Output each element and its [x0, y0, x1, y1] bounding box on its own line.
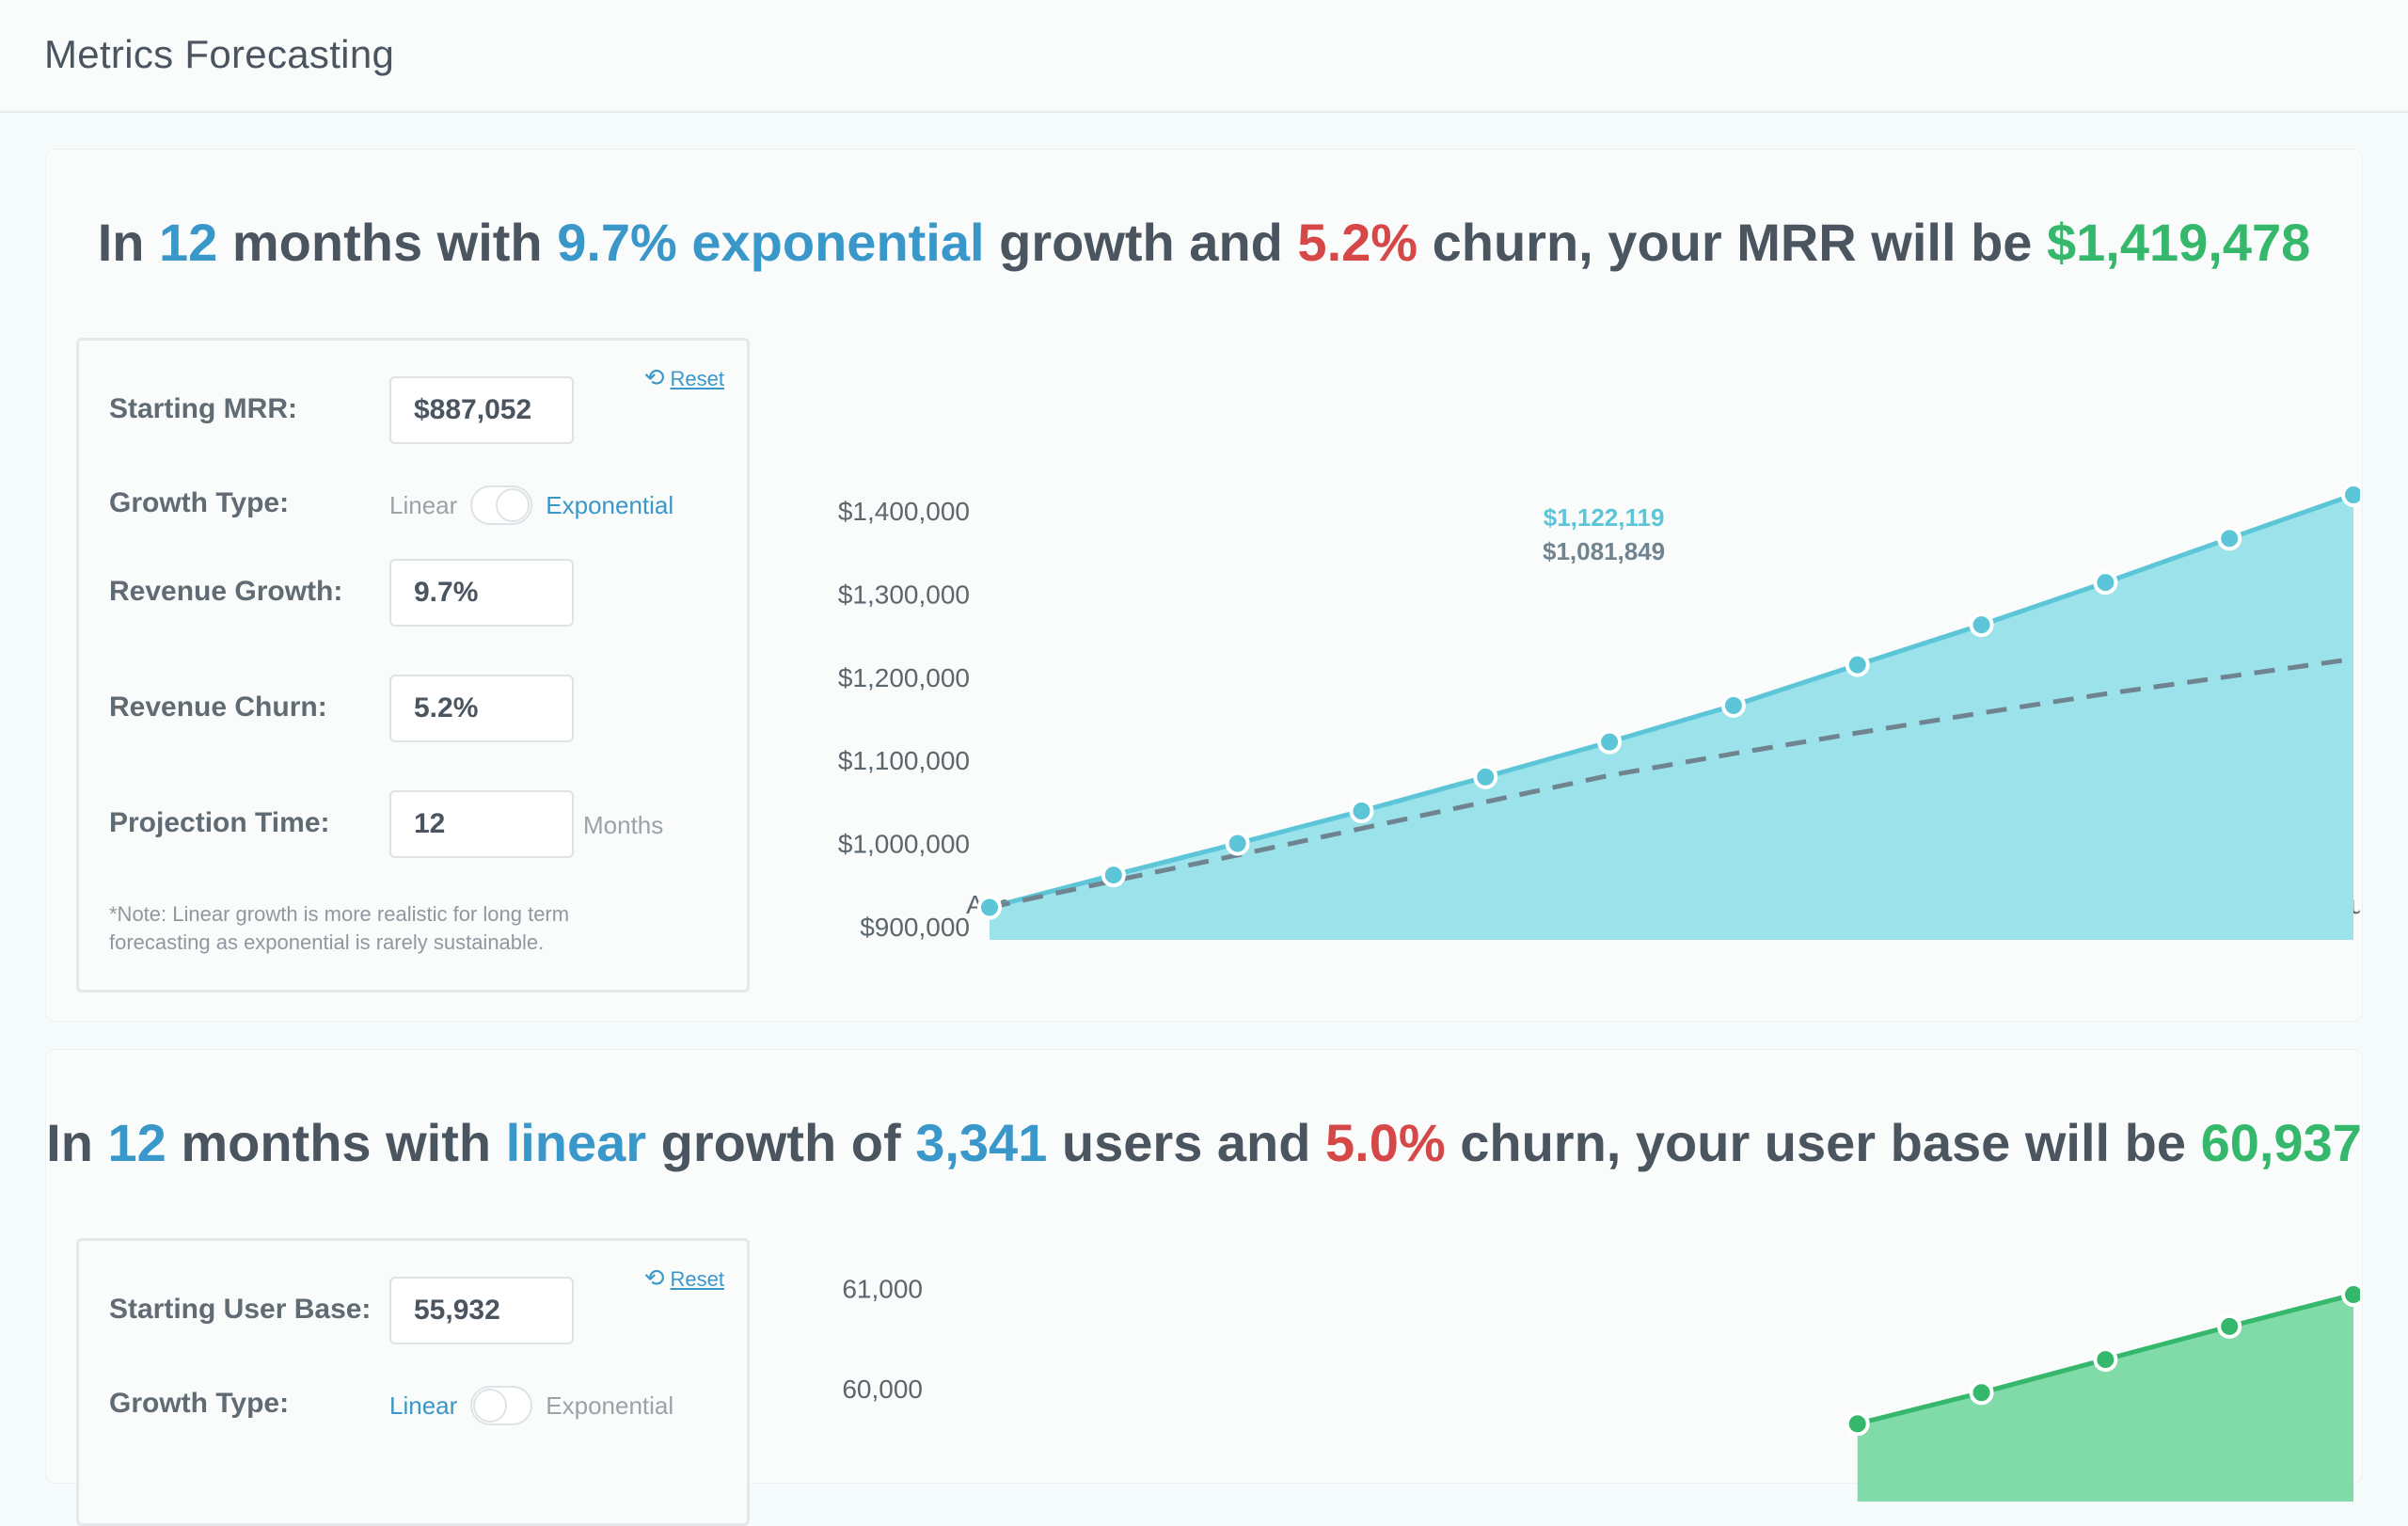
- growth-type-toggle-row: Linear Exponential: [389, 482, 673, 529]
- headline-growth-type: linear: [505, 1113, 647, 1172]
- mrr-headline: In 12 months with 9.7% exponential growt…: [46, 212, 2362, 273]
- reset-button[interactable]: ⟲ Reset: [644, 1264, 724, 1293]
- data-point: [1845, 1411, 1870, 1437]
- y-tick-label: 60,000: [842, 1375, 923, 1404]
- data-point: [977, 895, 1002, 920]
- reset-label: Reset: [670, 1267, 724, 1291]
- data-point: [1969, 612, 1994, 638]
- headline-months: 12: [159, 213, 218, 272]
- users-chart: 60,000 61,000: [842, 1274, 2360, 1502]
- revenue-growth-input[interactable]: 9.7%: [389, 559, 574, 627]
- revenue-churn-label: Revenue Churn:: [109, 691, 327, 723]
- growth-type-label: Growth Type:: [109, 1388, 290, 1419]
- projection-time-label: Projection Time:: [109, 807, 330, 838]
- revenue-churn-input[interactable]: 5.2%: [389, 675, 574, 742]
- headline-text: churn, your MRR will be: [1418, 213, 2047, 272]
- app-title: Metrics Forecasting: [44, 32, 395, 76]
- app-header: Metrics Forecasting: [0, 0, 2408, 113]
- y-tick-label: $1,000,000: [838, 830, 970, 859]
- note-line: *Note: Linear growth is more realistic f…: [109, 902, 570, 926]
- starting-user-base-input[interactable]: 55,932: [389, 1277, 574, 1344]
- data-point: [2341, 482, 2360, 507]
- headline-growth-amount: 3,341: [915, 1113, 1048, 1172]
- data-point: [1969, 1380, 1994, 1406]
- headline-churn: 5.0%: [1325, 1113, 1446, 1172]
- y-tick-label: $1,200,000: [838, 663, 970, 692]
- data-point: [1349, 799, 1374, 824]
- growth-type-switch[interactable]: [470, 1386, 533, 1425]
- headline-text: In: [46, 1113, 108, 1172]
- headline-result: $1,419,478: [2047, 213, 2311, 272]
- growth-type-exponential[interactable]: Exponential: [546, 1391, 674, 1420]
- projection-unit: Months: [583, 811, 664, 839]
- data-annotation: $1,122,119: [1544, 503, 1665, 532]
- headline-text: months with: [166, 1113, 506, 1172]
- data-point: [1101, 863, 1126, 888]
- starting-mrr-label: Starting MRR:: [109, 393, 297, 424]
- y-tick-label: $1,400,000: [838, 497, 970, 526]
- y-tick-label: $900,000: [860, 913, 970, 940]
- headline-churn: 5.2%: [1297, 213, 1418, 272]
- headline-text: users and: [1047, 1113, 1326, 1172]
- y-tick-label: $1,300,000: [838, 580, 970, 610]
- users-forecast-card: In 12 months with linear growth of 3,341…: [45, 1049, 2363, 1526]
- mrr-chart: $900,000 $1,000,000 $1,100,000 $1,200,000 $1…: [838, 482, 2360, 940]
- data-point: [2217, 526, 2242, 551]
- y-tick-label: $1,100,000: [838, 746, 970, 775]
- series-line-dashed: [989, 656, 2354, 910]
- growth-type-toggle-row: Linear Exponential: [389, 1382, 673, 1429]
- growth-type-linear[interactable]: Linear: [389, 490, 458, 519]
- series-area: [990, 494, 2353, 940]
- users-headline: In 12 months with linear growth of 3,341…: [46, 1112, 2362, 1173]
- headline-growth-rate: 9.7% exponential: [557, 213, 985, 272]
- starting-user-base-label: Starting User Base:: [109, 1294, 372, 1325]
- reset-icon: ⟲: [643, 363, 665, 391]
- headline-months: 12: [107, 1113, 166, 1172]
- series-line: [989, 492, 2354, 910]
- headline-text: growth and: [984, 213, 1298, 272]
- data-point: [1225, 831, 1250, 856]
- switch-knob: [473, 1389, 508, 1423]
- reset-label: Reset: [670, 367, 724, 390]
- data-point: [2093, 1347, 2118, 1373]
- projection-time-input[interactable]: 12: [389, 790, 574, 858]
- note-line: forecasting as exponential is rarely sus…: [109, 930, 545, 954]
- switch-knob: [496, 488, 531, 522]
- growth-type-linear[interactable]: Linear: [389, 1391, 458, 1420]
- data-point: [1845, 652, 1870, 677]
- reset-button[interactable]: ⟲ Reset: [644, 363, 724, 392]
- headline-result: 60,937: [2200, 1113, 2362, 1172]
- data-point: [2217, 1313, 2242, 1339]
- users-controls-panel: ⟲ Reset Starting User Base: 55,932 Growth…: [76, 1238, 750, 1526]
- data-point: [2341, 1282, 2360, 1308]
- series-area: [1857, 1295, 2353, 1502]
- headline-text: growth of: [646, 1113, 916, 1172]
- headline-text: months with: [217, 213, 558, 272]
- growth-type-exponential[interactable]: Exponential: [546, 490, 674, 519]
- reset-icon: ⟲: [643, 1264, 665, 1292]
- data-point: [2093, 570, 2118, 596]
- headline-text: In: [97, 213, 160, 272]
- mrr-forecast-card: In 12 months with 9.7% exponential growt…: [45, 149, 2363, 1022]
- growth-note: *Note: Linear growth is more realistic f…: [109, 900, 692, 957]
- data-point: [1597, 729, 1623, 755]
- growth-type-switch[interactable]: [470, 485, 533, 525]
- y-tick-label: 61,000: [842, 1274, 923, 1303]
- data-point: [1720, 692, 1746, 718]
- data-point: [1473, 764, 1498, 789]
- data-annotation: $1,081,849: [1543, 537, 1665, 565]
- headline-text: churn, your user base will be: [1445, 1113, 2201, 1172]
- mrr-controls-panel: ⟲ Reset Starting MRR: $887,052 Growth Typ…: [76, 338, 750, 993]
- starting-mrr-input[interactable]: $887,052: [389, 376, 574, 444]
- growth-type-label: Growth Type:: [109, 487, 290, 518]
- revenue-growth-label: Revenue Growth:: [109, 576, 343, 607]
